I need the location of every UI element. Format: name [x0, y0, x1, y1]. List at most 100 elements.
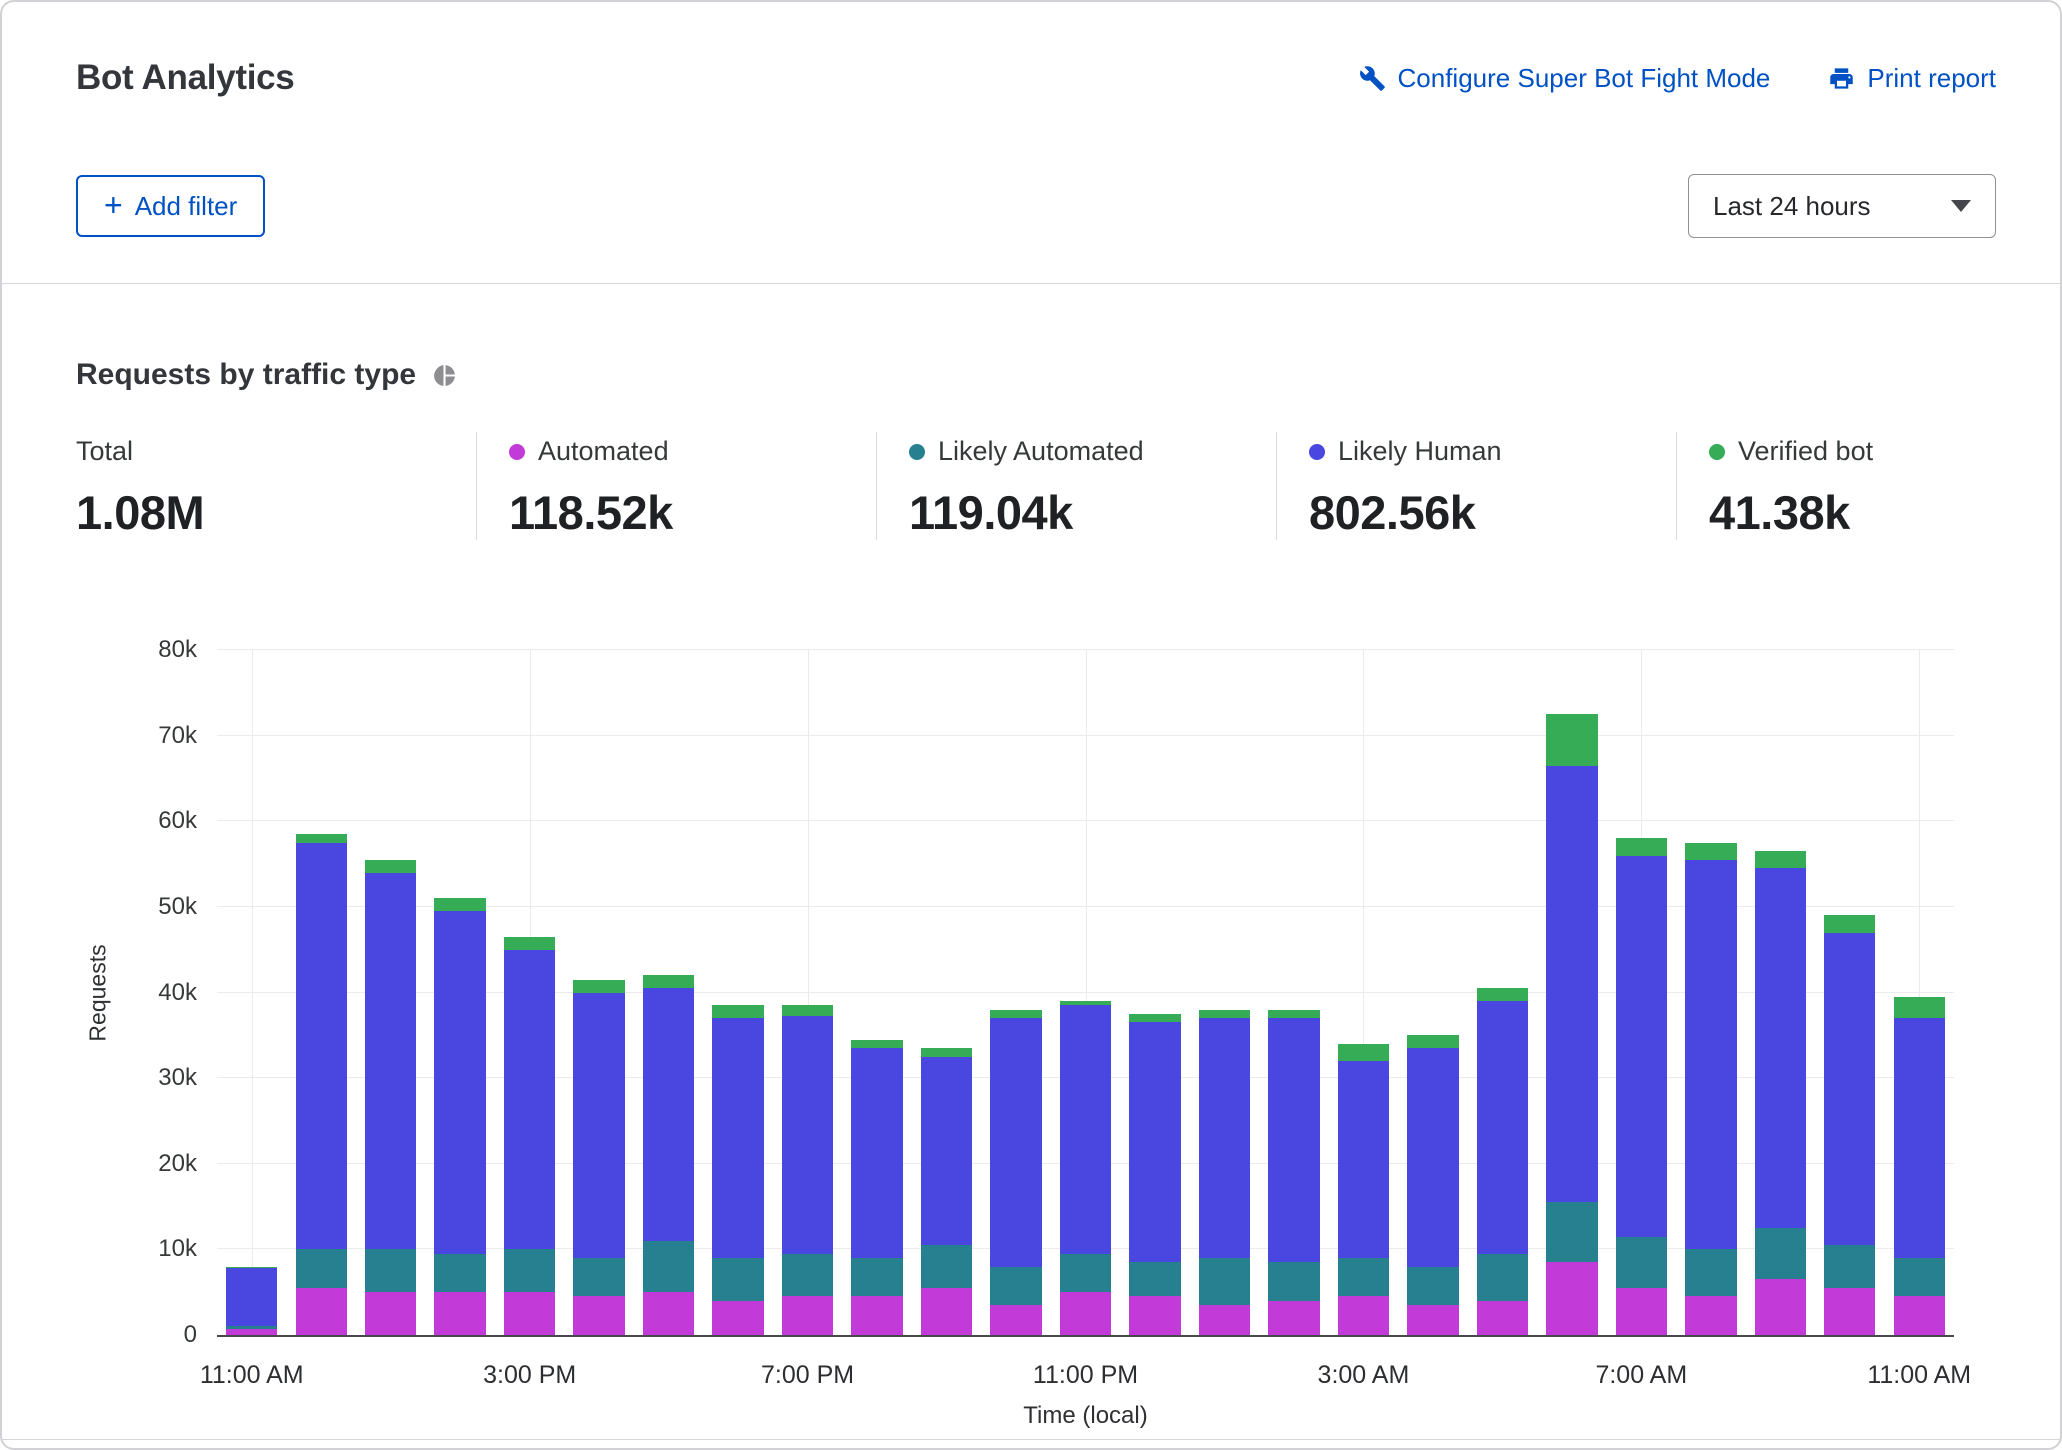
stacked-bar[interactable] [295, 650, 347, 1335]
bar-segment-likely-automated[interactable] [364, 1249, 417, 1293]
stacked-bar[interactable] [1268, 650, 1320, 1335]
stacked-bar[interactable] [712, 650, 764, 1335]
bar-segment-likely-human[interactable] [990, 1018, 1042, 1267]
bar-segment-automated[interactable] [712, 1300, 764, 1335]
bar-segment-automated[interactable] [990, 1305, 1042, 1335]
bar-segment-automated[interactable] [226, 1329, 278, 1335]
bar-segment-likely-human[interactable] [1337, 1061, 1390, 1258]
bar-segment-likely-human[interactable] [1476, 1001, 1529, 1254]
bar-segment-likely-automated[interactable] [226, 1325, 278, 1330]
bar-segment-verified-bot[interactable] [503, 936, 556, 950]
bar-segment-likely-human[interactable] [642, 988, 695, 1241]
stacked-bar[interactable] [851, 650, 903, 1335]
stacked-bar[interactable] [1546, 650, 1598, 1335]
bar-segment-automated[interactable] [1059, 1292, 1112, 1335]
bar-segment-verified-bot[interactable] [1893, 996, 1945, 1019]
bar-segment-likely-human[interactable] [1059, 1005, 1112, 1254]
stacked-bar[interactable] [1337, 650, 1390, 1335]
stacked-bar[interactable] [503, 650, 556, 1335]
bar-segment-automated[interactable] [1754, 1279, 1806, 1335]
bar-10-00-am[interactable] [1815, 650, 1884, 1335]
bar-7-00-am[interactable] [1607, 650, 1676, 1335]
bar-segment-verified-bot[interactable] [990, 1009, 1042, 1019]
bar-segment-likely-automated[interactable] [1059, 1253, 1112, 1293]
bar-segment-likely-human[interactable] [1824, 932, 1876, 1246]
bar-segment-likely-human[interactable] [434, 911, 486, 1254]
bar-segment-likely-automated[interactable] [573, 1257, 625, 1297]
bar-segment-likely-human[interactable] [781, 1015, 834, 1254]
bar-segment-likely-human[interactable] [851, 1048, 903, 1258]
bar-segment-verified-bot[interactable] [434, 898, 486, 912]
bar-segment-automated[interactable] [781, 1296, 834, 1335]
bar-segment-likely-human[interactable] [226, 1268, 278, 1326]
bar-segment-likely-human[interactable] [1615, 855, 1668, 1237]
print-report-link[interactable]: Print report [1828, 63, 1996, 94]
bar-segment-verified-bot[interactable] [920, 1048, 973, 1057]
bar-segment-verified-bot[interactable] [1546, 714, 1598, 766]
bar-segment-likely-automated[interactable] [851, 1257, 903, 1297]
bar-6-00-pm[interactable] [703, 650, 772, 1335]
stacked-bar[interactable] [1615, 650, 1668, 1335]
bar-segment-likely-automated[interactable] [1476, 1253, 1529, 1301]
bar-segment-likely-human[interactable] [1407, 1048, 1459, 1267]
bar-8-00-pm[interactable] [842, 650, 911, 1335]
bar-segment-verified-bot[interactable] [1824, 915, 1876, 933]
bar-1-00-am[interactable] [1190, 650, 1259, 1335]
bar-segment-automated[interactable] [1893, 1296, 1945, 1335]
bar-segment-likely-automated[interactable] [1824, 1245, 1876, 1288]
stacked-bar[interactable] [573, 650, 625, 1335]
bar-segment-likely-human[interactable] [295, 842, 347, 1250]
bar-segment-likely-automated[interactable] [781, 1253, 834, 1297]
bar-segment-likely-human[interactable] [920, 1056, 973, 1246]
bar-segment-likely-automated[interactable] [1546, 1202, 1598, 1263]
bar-segment-automated[interactable] [1129, 1296, 1181, 1335]
bar-1-00-pm[interactable] [356, 650, 425, 1335]
bar-segment-verified-bot[interactable] [295, 834, 347, 843]
bar-segment-verified-bot[interactable] [364, 859, 417, 873]
bar-segment-likely-human[interactable] [364, 872, 417, 1250]
stacked-bar[interactable] [1059, 650, 1112, 1335]
bar-9-00-pm[interactable] [912, 650, 981, 1335]
bar-segment-automated[interactable] [295, 1287, 347, 1335]
bar-7-00-pm[interactable] [773, 650, 842, 1335]
stacked-bar[interactable] [1407, 650, 1459, 1335]
bar-segment-likely-human[interactable] [1754, 868, 1806, 1228]
bar-segment-automated[interactable] [851, 1296, 903, 1335]
bar-12-00-pm[interactable] [286, 650, 355, 1335]
bar-3-00-am[interactable] [1329, 650, 1398, 1335]
bar-segment-automated[interactable] [1198, 1305, 1251, 1335]
bar-5-00-pm[interactable] [634, 650, 703, 1335]
stacked-bar[interactable] [1824, 650, 1876, 1335]
bar-9-00-am[interactable] [1746, 650, 1815, 1335]
bar-segment-likely-automated[interactable] [1893, 1257, 1945, 1297]
time-range-select[interactable]: Last 24 hours [1688, 174, 1996, 238]
bar-segment-automated[interactable] [1476, 1300, 1529, 1335]
stacked-bar[interactable] [1685, 650, 1737, 1335]
bar-12-00-am[interactable] [1120, 650, 1189, 1335]
bar-segment-likely-human[interactable] [503, 949, 556, 1250]
bar-segment-verified-bot[interactable] [1476, 988, 1529, 1002]
bar-segment-verified-bot[interactable] [642, 975, 695, 989]
bar-2-00-pm[interactable] [425, 650, 494, 1335]
bar-segment-automated[interactable] [1337, 1296, 1390, 1335]
bar-3-00-pm[interactable] [495, 650, 564, 1335]
stacked-bar[interactable] [226, 650, 278, 1335]
bar-2-00-am[interactable] [1259, 650, 1328, 1335]
stacked-bar[interactable] [434, 650, 486, 1335]
bar-segment-likely-automated[interactable] [1407, 1266, 1459, 1306]
bar-4-00-am[interactable] [1398, 650, 1467, 1335]
stacked-bar[interactable] [990, 650, 1042, 1335]
stacked-bar[interactable] [1476, 650, 1529, 1335]
bar-segment-verified-bot[interactable] [1059, 1001, 1112, 1006]
bar-segment-likely-human[interactable] [1546, 765, 1598, 1203]
bar-segment-likely-human[interactable] [573, 992, 625, 1258]
bar-segment-automated[interactable] [1615, 1287, 1668, 1335]
bar-8-00-am[interactable] [1676, 650, 1745, 1335]
bar-segment-automated[interactable] [1407, 1305, 1459, 1335]
bar-segment-likely-human[interactable] [1268, 1018, 1320, 1263]
bar-segment-likely-human[interactable] [1198, 1018, 1251, 1258]
bar-segment-likely-human[interactable] [712, 1018, 764, 1258]
bar-segment-automated[interactable] [1268, 1300, 1320, 1335]
bar-11-00-am[interactable] [217, 650, 286, 1335]
bar-segment-verified-bot[interactable] [851, 1039, 903, 1049]
